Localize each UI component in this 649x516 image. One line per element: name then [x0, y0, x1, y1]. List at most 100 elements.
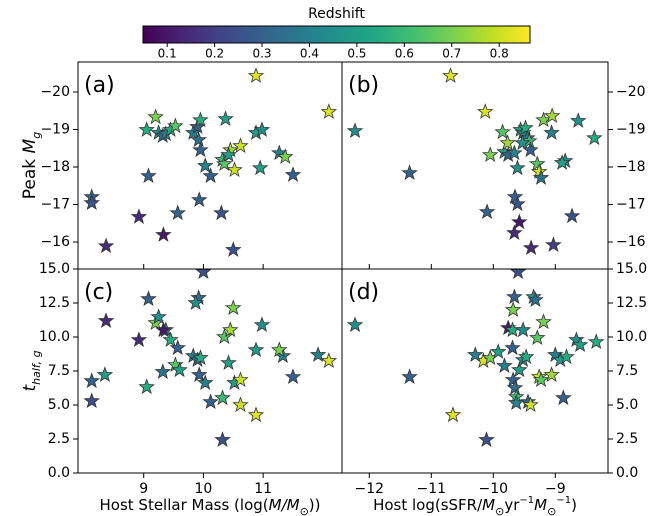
star-point — [97, 312, 115, 328]
plot-area — [346, 269, 605, 447]
star-point — [467, 346, 484, 362]
plot-area — [83, 67, 338, 257]
star-point — [162, 331, 179, 348]
star-point — [220, 146, 237, 163]
y-tick-label: 0.0 — [48, 465, 70, 481]
star-point — [187, 294, 204, 311]
star-point — [216, 155, 233, 172]
star-point — [571, 336, 589, 353]
star-point — [504, 339, 521, 356]
star-point — [442, 67, 459, 83]
star-point — [196, 157, 214, 173]
axes-frame — [341, 268, 609, 474]
y-tick-label: −20 — [616, 84, 646, 100]
star-point — [155, 321, 172, 338]
label-segment: )) — [309, 496, 321, 514]
y-tick-label: −18 — [616, 159, 646, 175]
star-point — [504, 371, 522, 387]
star-point — [401, 164, 418, 181]
star-point — [563, 207, 581, 224]
y-tick-label: −19 — [616, 122, 646, 138]
star-point — [511, 361, 528, 378]
colorbar-tick-label: 0.8 — [490, 47, 509, 61]
star-point — [506, 224, 523, 241]
star-point — [478, 203, 496, 220]
label-segment: ⊙ — [495, 505, 504, 516]
star-point — [555, 389, 572, 406]
colorbar-tick-label: 0.4 — [300, 47, 319, 61]
star-point — [220, 354, 237, 370]
star-point — [169, 339, 186, 356]
star-point — [509, 269, 527, 280]
y-tick-label: 5.0 — [616, 397, 638, 413]
star-point — [543, 107, 561, 124]
axes-frame — [77, 268, 343, 474]
star-point — [509, 195, 526, 212]
star-point — [522, 239, 540, 256]
star-point — [529, 329, 546, 345]
star-point — [587, 333, 605, 350]
x-tick-label: 11 — [254, 481, 272, 497]
colorbar-tick-label: 0.7 — [442, 47, 461, 61]
star-point — [191, 366, 208, 382]
star-point — [138, 121, 155, 137]
star-point — [202, 167, 219, 184]
star-point — [138, 378, 155, 395]
star-point — [251, 159, 269, 176]
label-segment: g — [30, 132, 43, 139]
star-point — [155, 226, 172, 242]
star-point — [225, 299, 242, 316]
star-point — [214, 389, 231, 406]
plot-area — [346, 67, 603, 256]
star-point — [569, 112, 587, 128]
y-tick-label: −16 — [40, 234, 70, 250]
y-tick-label: 10.0 — [39, 329, 70, 345]
star-point — [543, 366, 560, 382]
star-point — [253, 316, 271, 333]
star-point — [514, 321, 532, 338]
star-point — [83, 372, 100, 389]
label-segment: M — [482, 496, 495, 514]
label-segment: ) — [571, 496, 577, 514]
y-tick-label: 7.5 — [616, 363, 638, 379]
star-point — [202, 393, 219, 410]
star-point — [195, 269, 212, 280]
star-point — [478, 431, 495, 447]
y-tick-label: 2.5 — [616, 431, 638, 447]
colorbar-tick-label: 0.2 — [205, 47, 224, 61]
label-segment: ⊙ — [300, 505, 309, 516]
star-point — [476, 103, 494, 119]
x-tick-label: −10 — [479, 481, 509, 497]
label-segment: −1 — [556, 495, 571, 506]
colorbar-tick-label: 0.3 — [252, 47, 271, 61]
star-point — [83, 194, 100, 211]
colorbar-tick-label: 0.6 — [395, 47, 414, 61]
star-point — [222, 321, 239, 338]
x-axis-label: Host Stellar Mass (log(M/M⊙)) — [100, 496, 321, 516]
star-point — [232, 371, 249, 387]
star-point — [517, 348, 535, 365]
star-point — [522, 141, 539, 158]
panel-label: (b) — [348, 73, 379, 98]
star-point — [444, 406, 462, 423]
y-tick-label: −20 — [40, 84, 70, 100]
star-point — [253, 121, 271, 137]
y-tick-label: −16 — [616, 234, 646, 250]
star-point — [192, 141, 209, 158]
star-point — [346, 122, 364, 139]
y-tick-label: −19 — [40, 122, 70, 138]
star-point — [320, 352, 338, 368]
star-point — [499, 134, 516, 151]
label-segment: half, g — [30, 350, 43, 384]
y-tick-label: 2.5 — [48, 431, 70, 447]
label-segment: yr — [504, 496, 520, 514]
star-point — [509, 159, 526, 176]
label-segment: Host log(sSFR/ — [373, 496, 483, 514]
star-point — [214, 431, 231, 447]
colorbar-tick-label: 0.5 — [347, 47, 366, 61]
star-point — [97, 237, 115, 254]
panel-label: (a) — [84, 73, 115, 98]
x-tick-label: 10 — [195, 481, 213, 497]
star-point — [277, 148, 294, 164]
y-tick-label: 15.0 — [616, 261, 647, 277]
